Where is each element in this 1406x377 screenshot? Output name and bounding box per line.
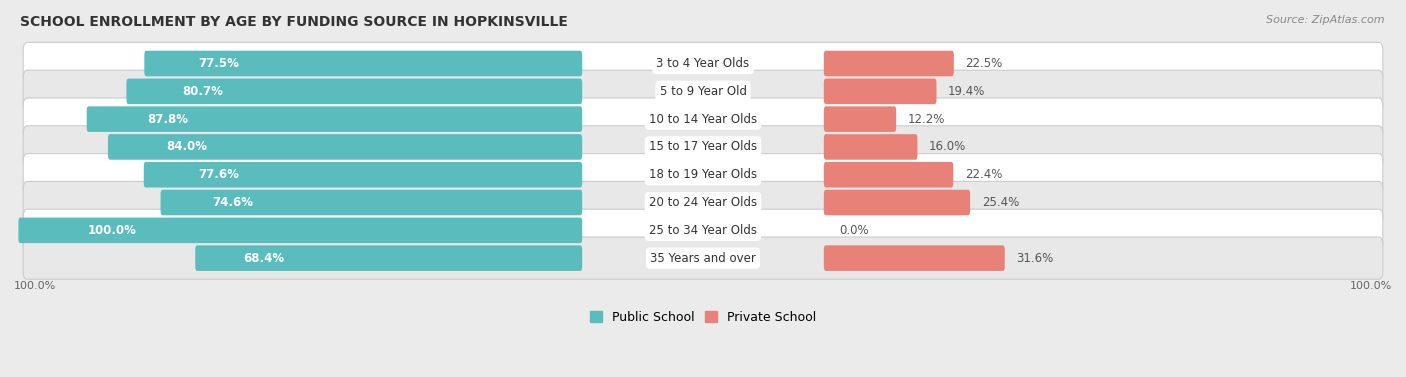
- Text: 20 to 24 Year Olds: 20 to 24 Year Olds: [650, 196, 756, 209]
- Text: 77.6%: 77.6%: [198, 168, 239, 181]
- FancyBboxPatch shape: [143, 162, 582, 187]
- Text: 22.4%: 22.4%: [965, 168, 1002, 181]
- FancyBboxPatch shape: [22, 42, 1384, 85]
- FancyBboxPatch shape: [22, 98, 1384, 140]
- Text: 0.0%: 0.0%: [839, 224, 869, 237]
- Text: 12.2%: 12.2%: [908, 113, 945, 126]
- Text: 18 to 19 Year Olds: 18 to 19 Year Olds: [650, 168, 756, 181]
- FancyBboxPatch shape: [108, 134, 582, 160]
- Text: 22.5%: 22.5%: [966, 57, 1002, 70]
- Text: 5 to 9 Year Old: 5 to 9 Year Old: [659, 85, 747, 98]
- Text: 19.4%: 19.4%: [948, 85, 986, 98]
- Text: 100.0%: 100.0%: [87, 224, 136, 237]
- FancyBboxPatch shape: [195, 245, 582, 271]
- Text: SCHOOL ENROLLMENT BY AGE BY FUNDING SOURCE IN HOPKINSVILLE: SCHOOL ENROLLMENT BY AGE BY FUNDING SOUR…: [21, 15, 568, 29]
- FancyBboxPatch shape: [22, 181, 1384, 224]
- FancyBboxPatch shape: [824, 78, 936, 104]
- FancyBboxPatch shape: [22, 70, 1384, 112]
- Text: 68.4%: 68.4%: [243, 251, 284, 265]
- FancyBboxPatch shape: [824, 51, 953, 76]
- FancyBboxPatch shape: [160, 190, 582, 215]
- FancyBboxPatch shape: [22, 126, 1384, 168]
- Text: 16.0%: 16.0%: [929, 140, 966, 153]
- Legend: Public School, Private School: Public School, Private School: [585, 306, 821, 329]
- Text: 3 to 4 Year Olds: 3 to 4 Year Olds: [657, 57, 749, 70]
- Text: 100.0%: 100.0%: [14, 281, 56, 291]
- Text: 31.6%: 31.6%: [1017, 251, 1053, 265]
- Text: 74.6%: 74.6%: [212, 196, 253, 209]
- FancyBboxPatch shape: [824, 106, 896, 132]
- FancyBboxPatch shape: [127, 78, 582, 104]
- Text: 80.7%: 80.7%: [183, 85, 224, 98]
- FancyBboxPatch shape: [824, 134, 918, 160]
- FancyBboxPatch shape: [22, 153, 1384, 196]
- Text: 25 to 34 Year Olds: 25 to 34 Year Olds: [650, 224, 756, 237]
- Text: 15 to 17 Year Olds: 15 to 17 Year Olds: [650, 140, 756, 153]
- FancyBboxPatch shape: [824, 190, 970, 215]
- FancyBboxPatch shape: [18, 218, 582, 243]
- FancyBboxPatch shape: [824, 162, 953, 187]
- Text: Source: ZipAtlas.com: Source: ZipAtlas.com: [1267, 15, 1385, 25]
- Text: 35 Years and over: 35 Years and over: [650, 251, 756, 265]
- FancyBboxPatch shape: [87, 106, 582, 132]
- FancyBboxPatch shape: [824, 245, 1005, 271]
- FancyBboxPatch shape: [22, 209, 1384, 251]
- Text: 10 to 14 Year Olds: 10 to 14 Year Olds: [650, 113, 756, 126]
- FancyBboxPatch shape: [145, 51, 582, 76]
- Text: 25.4%: 25.4%: [981, 196, 1019, 209]
- Text: 84.0%: 84.0%: [166, 140, 208, 153]
- Text: 77.5%: 77.5%: [198, 57, 239, 70]
- Text: 100.0%: 100.0%: [1350, 281, 1392, 291]
- FancyBboxPatch shape: [22, 237, 1384, 279]
- Text: 87.8%: 87.8%: [148, 113, 188, 126]
